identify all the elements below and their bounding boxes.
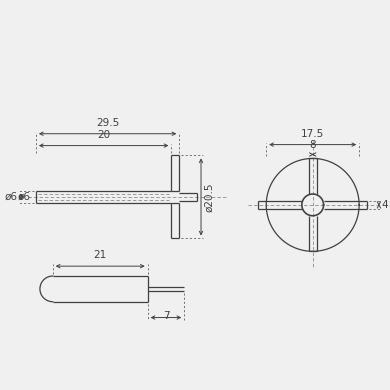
Text: ø6: ø6 [4, 192, 17, 202]
Text: 4: 4 [382, 200, 388, 210]
Text: 20: 20 [97, 129, 110, 140]
Text: 29.5: 29.5 [96, 118, 119, 128]
Text: ø6: ø6 [17, 192, 30, 202]
Text: 7: 7 [163, 312, 169, 321]
Text: ø20.5: ø20.5 [204, 182, 214, 212]
Text: 17.5: 17.5 [301, 129, 324, 139]
Text: 8: 8 [309, 140, 316, 149]
Text: 21: 21 [94, 250, 107, 260]
